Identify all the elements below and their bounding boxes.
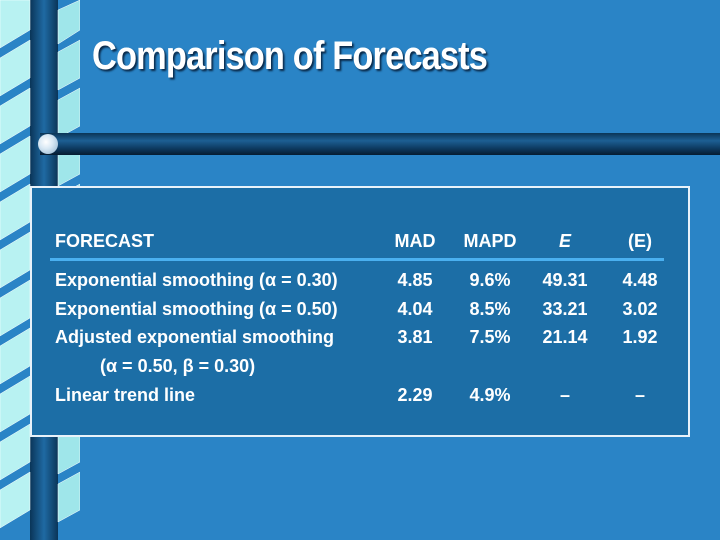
row-e: – <box>559 385 570 405</box>
header-e: E <box>558 231 571 251</box>
row-mad: 2.29 <box>397 385 433 405</box>
header-sum-e: (E) <box>628 231 652 251</box>
row-e: 33.21 <box>542 299 588 319</box>
row-sum-e: 4.48 <box>622 270 658 290</box>
row-mad: 4.04 <box>397 299 433 319</box>
row-sum-e: 1.92 <box>622 327 658 347</box>
row-e: 49.31 <box>542 270 588 290</box>
header-forecast: FORECAST <box>55 231 154 251</box>
row-e: 21.14 <box>542 327 588 347</box>
row-mapd: 7.5% <box>469 327 511 347</box>
row-label: Adjusted exponential smoothing <box>55 327 335 347</box>
header-mapd: MAPD <box>463 231 517 251</box>
row-sublabel: (α = 0.50, β = 0.30) <box>100 356 256 376</box>
row-mapd: 4.9% <box>469 385 511 405</box>
forecast-table-panel <box>30 186 690 437</box>
row-mapd: 8.5% <box>469 299 511 319</box>
row-label: Exponential smoothing (α = 0.30) <box>55 270 338 290</box>
title-underline-bar <box>40 133 720 155</box>
bar-knob <box>38 134 58 154</box>
row-label: Linear trend line <box>55 385 196 405</box>
page-title: Comparison of Forecasts <box>92 34 488 78</box>
row-sum-e: 3.02 <box>622 299 658 319</box>
header-mad: MAD <box>394 231 436 251</box>
row-sum-e: – <box>634 385 645 405</box>
row-mapd: 9.6% <box>469 270 511 290</box>
row-label: Exponential smoothing (α = 0.50) <box>55 299 338 319</box>
header-divider <box>50 258 664 261</box>
row-mad: 4.85 <box>397 270 433 290</box>
row-mad: 3.81 <box>397 327 433 347</box>
